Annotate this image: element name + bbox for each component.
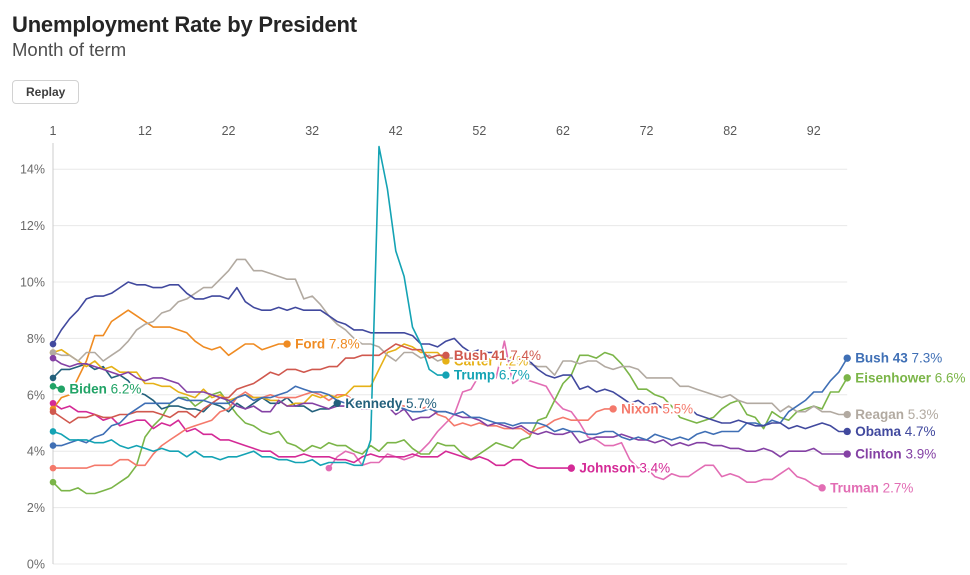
series-line-reagan bbox=[52, 258, 849, 416]
series-start-dot-reagan bbox=[49, 349, 57, 356]
y-axis-tick: 2% bbox=[27, 501, 45, 515]
series-start-dot-biden bbox=[49, 383, 57, 390]
x-axis-tick: 52 bbox=[472, 124, 486, 138]
series-line-nixon bbox=[52, 391, 614, 469]
series-end-dot-johnson bbox=[567, 464, 576, 472]
series-start-dot-eisenhower bbox=[49, 478, 57, 486]
series-start-dot-kennedy bbox=[49, 374, 57, 382]
series-line-truman bbox=[328, 340, 823, 489]
page-subtitle: Month of term bbox=[12, 39, 127, 60]
series-start-dot-nixon bbox=[49, 464, 57, 472]
unemployment-line-chart: 0% 2% 4% 6% 8% 10% 12% 14% 1 12 22 32 42 52 62 72 82 92 Tr… bbox=[20, 124, 967, 572]
x-axis-tick: 22 bbox=[222, 124, 236, 138]
series-line-johnson bbox=[52, 402, 573, 469]
x-axis-tick: 32 bbox=[305, 124, 319, 138]
series-label-reagan: Reagan 5.3% bbox=[855, 407, 938, 422]
y-axis-tick: 8% bbox=[27, 332, 45, 346]
series-end-dot-carter bbox=[442, 357, 450, 365]
x-axis-tick: 1 bbox=[50, 124, 57, 138]
series-start-dot-bush41 bbox=[49, 408, 57, 416]
x-axis-tick: 72 bbox=[640, 124, 654, 138]
series-line-bush41 bbox=[52, 343, 447, 424]
y-axis-tick: 6% bbox=[27, 388, 45, 402]
series-line-eisenhower bbox=[52, 351, 849, 495]
series-start-dot-trump bbox=[49, 428, 57, 435]
series-start-dot-bush43 bbox=[49, 442, 57, 449]
series-end-dot-nixon bbox=[609, 405, 617, 413]
series-end-dot-ford bbox=[283, 340, 291, 348]
series-end-dot-trump bbox=[442, 371, 450, 379]
x-axis-tick: 82 bbox=[723, 124, 737, 138]
series-line-carter bbox=[52, 343, 447, 407]
series-label-biden: Biden 6.2% bbox=[69, 382, 141, 397]
series-line-trump bbox=[52, 145, 447, 467]
series-label-ford: Ford 7.8% bbox=[295, 337, 360, 352]
series-end-dot-obama bbox=[843, 427, 851, 436]
y-axis-tick: 0% bbox=[27, 558, 45, 572]
x-axis-tick: 62 bbox=[556, 124, 570, 138]
series-label-nixon: Nixon 5.5% bbox=[621, 401, 693, 416]
series-end-dot-reagan bbox=[843, 410, 851, 419]
series-line-bush43 bbox=[52, 357, 849, 447]
series-label-obama: Obama 4.7% bbox=[855, 424, 935, 439]
series-end-dot-truman bbox=[818, 484, 826, 492]
x-axis-tick: 42 bbox=[389, 124, 403, 138]
series-label-carter: Carter 7.2% bbox=[454, 353, 528, 368]
series-label-kennedy: Kennedy 5.7% bbox=[345, 396, 437, 411]
series-end-dot-biden bbox=[57, 385, 66, 393]
series-end-dot-bush41 bbox=[442, 351, 450, 360]
series-line-obama bbox=[52, 281, 849, 433]
series-label-johnson: Johnson 3.4% bbox=[579, 461, 670, 476]
y-axis-tick: 10% bbox=[20, 276, 45, 290]
y-axis-tick: 12% bbox=[20, 219, 45, 233]
x-axis-tick: 92 bbox=[807, 124, 821, 138]
series-line-clinton bbox=[52, 357, 849, 458]
series-end-dot-eisenhower bbox=[843, 374, 851, 382]
series-end-dot-kennedy bbox=[333, 399, 341, 407]
series-start-dot-clinton bbox=[49, 354, 57, 362]
series-start-dot-truman bbox=[325, 464, 333, 472]
page-title: Unemployment Rate by President bbox=[12, 12, 357, 37]
y-axis-tick: 14% bbox=[20, 163, 45, 177]
series-label-bush43: Bush 43 7.3% bbox=[855, 351, 942, 366]
series-label-eisenhower: Eisenhower 6.6% bbox=[855, 370, 965, 385]
replay-button[interactable]: Replay bbox=[12, 80, 80, 104]
series-label-bush41: Bush 41 7.4% bbox=[454, 348, 541, 363]
y-axis-tick: 4% bbox=[27, 445, 45, 459]
series-line-ford bbox=[52, 309, 288, 410]
series-label-clinton: Clinton 3.9% bbox=[855, 447, 936, 462]
series-start-dot-johnson bbox=[49, 399, 57, 407]
series-label-truman: Truman 2.7% bbox=[830, 480, 913, 495]
series-end-dot-bush43 bbox=[843, 354, 851, 362]
series-start-dot-obama bbox=[49, 340, 57, 348]
series-end-dot-clinton bbox=[843, 450, 851, 458]
series-label-trump: Trump 6.7% bbox=[454, 368, 530, 383]
x-axis-tick: 12 bbox=[138, 124, 152, 138]
